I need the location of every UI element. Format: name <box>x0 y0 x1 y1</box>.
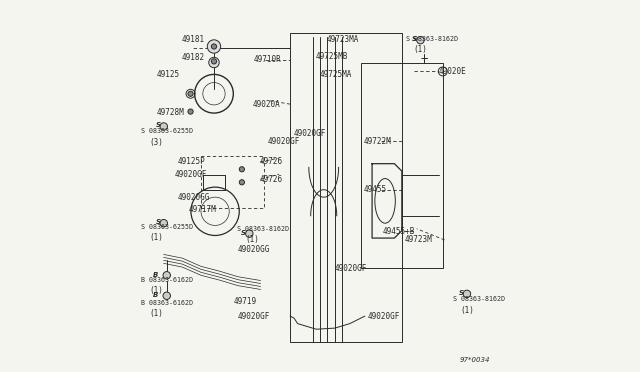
Text: (1): (1) <box>246 235 259 244</box>
Text: S: S <box>412 36 417 42</box>
Text: 49020A: 49020A <box>252 100 280 109</box>
Text: (1): (1) <box>150 233 163 242</box>
Text: 49726: 49726 <box>260 175 283 184</box>
Text: 49020GF: 49020GF <box>334 264 367 273</box>
Text: 49181: 49181 <box>182 35 205 44</box>
Text: 49020GF: 49020GF <box>174 170 207 179</box>
Circle shape <box>209 57 219 68</box>
Text: S 08363-6255D: S 08363-6255D <box>141 128 193 134</box>
Text: (1): (1) <box>461 306 474 315</box>
Circle shape <box>239 180 244 185</box>
Text: 49020GF: 49020GF <box>367 312 400 321</box>
Circle shape <box>246 230 253 237</box>
Text: B 08363-6162D: B 08363-6162D <box>141 300 193 306</box>
Circle shape <box>160 123 168 130</box>
Text: S: S <box>241 230 246 235</box>
Text: 49020GF: 49020GF <box>267 137 300 146</box>
Circle shape <box>417 36 424 44</box>
Circle shape <box>163 272 170 279</box>
Text: 49020GF: 49020GF <box>293 129 326 138</box>
Text: 49182: 49182 <box>182 53 205 62</box>
Text: 49723MA: 49723MA <box>326 35 359 44</box>
Text: 49723M: 49723M <box>405 235 433 244</box>
Text: S: S <box>459 290 464 296</box>
Text: S 08363-6255D: S 08363-6255D <box>141 224 193 230</box>
Text: B: B <box>152 272 158 278</box>
Text: S: S <box>156 219 161 225</box>
Bar <box>203 175 225 190</box>
Text: S 08363-8162D: S 08363-8162D <box>453 296 505 302</box>
Text: S: S <box>156 122 161 128</box>
Text: 49455: 49455 <box>364 185 387 194</box>
Circle shape <box>211 44 216 49</box>
Circle shape <box>463 290 470 298</box>
Text: 49455+B: 49455+B <box>383 227 415 236</box>
Text: 49020GG: 49020GG <box>237 245 270 254</box>
Text: 49020GF: 49020GF <box>237 312 270 321</box>
Circle shape <box>239 167 244 172</box>
Text: B: B <box>152 292 158 298</box>
Circle shape <box>211 59 216 64</box>
Text: 49710R: 49710R <box>254 55 282 64</box>
Text: 49719: 49719 <box>234 297 257 306</box>
Text: S 08363-8162D: S 08363-8162D <box>406 36 458 42</box>
Text: 49717M: 49717M <box>189 205 217 214</box>
Text: 49725MB: 49725MB <box>316 52 348 61</box>
Text: B 08363-6162D: B 08363-6162D <box>141 277 193 283</box>
Circle shape <box>160 219 168 227</box>
Text: 49722M: 49722M <box>364 137 392 146</box>
Text: 49020E: 49020E <box>439 67 467 76</box>
Text: 49728M: 49728M <box>157 108 185 117</box>
Text: 49726: 49726 <box>260 157 283 166</box>
Text: (1): (1) <box>150 309 163 318</box>
Text: 49725MA: 49725MA <box>319 70 351 79</box>
Text: 49125P: 49125P <box>178 157 205 166</box>
Circle shape <box>163 292 170 299</box>
Text: (1): (1) <box>413 45 428 54</box>
Circle shape <box>188 91 193 96</box>
Text: S 08363-8162D: S 08363-8162D <box>237 226 289 232</box>
Text: (3): (3) <box>150 138 163 147</box>
Bar <box>291 33 402 342</box>
Circle shape <box>207 40 221 53</box>
Bar <box>361 63 443 268</box>
Text: 49125: 49125 <box>157 70 180 79</box>
Text: 97*0034: 97*0034 <box>460 357 490 363</box>
Text: 49020GG: 49020GG <box>178 193 211 202</box>
Text: (1): (1) <box>150 286 163 295</box>
Circle shape <box>188 109 193 114</box>
